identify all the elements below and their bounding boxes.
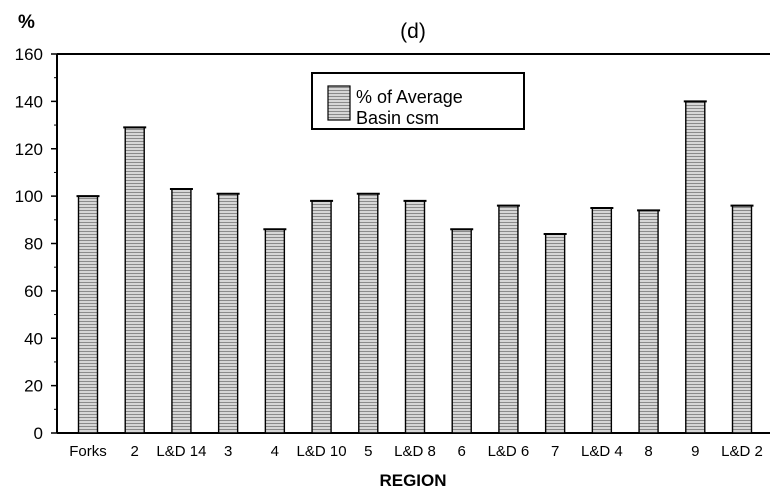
legend-label-line2: Basin csm	[356, 108, 439, 128]
y-ticks: 0 20 40 60 80 100 120 140 160	[15, 45, 57, 443]
x-category-labels: Forks 2 L&D 14 3 4 L&D 10 5 L&D 8 6 L&D 6 7 L&D 4 8 9…	[69, 443, 763, 460]
bar	[264, 228, 286, 434]
x-category-label: L&D 2	[721, 443, 763, 460]
y-tick-label: 0	[34, 424, 43, 443]
y-tick-label: 160	[15, 45, 43, 64]
bar	[311, 200, 332, 434]
x-category-label: 9	[691, 443, 699, 460]
x-category-label: L&D 6	[488, 443, 530, 460]
bar	[731, 204, 753, 434]
chart-title: (d)	[400, 20, 426, 43]
y-tick-label: 100	[15, 187, 43, 206]
y-tick-label: 40	[24, 329, 43, 348]
x-category-label: 4	[271, 443, 279, 460]
bar	[358, 193, 379, 434]
x-axis-title: REGION	[379, 471, 446, 490]
x-category-label: Forks	[69, 443, 107, 460]
bar	[591, 207, 613, 434]
bar	[544, 233, 566, 434]
bar	[498, 204, 519, 434]
x-category-label: L&D 4	[581, 443, 623, 460]
y-unit-label: %	[18, 12, 35, 33]
y-tick-label: 60	[24, 282, 43, 301]
legend: % of Average Basin csm	[311, 72, 525, 130]
legend-swatch	[327, 85, 351, 121]
y-tick-label: 20	[24, 377, 43, 396]
bar	[124, 126, 145, 434]
x-category-label: 7	[551, 443, 559, 460]
x-category-label: 5	[364, 443, 372, 460]
bar	[217, 193, 239, 434]
bar	[685, 100, 706, 434]
y-tick-label: 140	[15, 92, 43, 111]
bar	[77, 195, 99, 434]
bar	[638, 209, 659, 434]
legend-label-line1: % of Average	[356, 87, 463, 107]
bars	[76, 100, 754, 434]
y-tick-label: 80	[24, 235, 43, 254]
x-category-label: 8	[644, 443, 652, 460]
x-category-label: 6	[458, 443, 466, 460]
x-category-label: L&D 8	[394, 443, 436, 460]
bar	[171, 188, 192, 434]
y-tick-label: 120	[15, 140, 43, 159]
x-category-label: 2	[131, 443, 139, 460]
bar	[451, 228, 472, 434]
bar	[404, 200, 426, 434]
x-category-label: L&D 14	[156, 443, 206, 460]
x-category-label: 3	[224, 443, 232, 460]
x-category-label: L&D 10	[297, 443, 347, 460]
